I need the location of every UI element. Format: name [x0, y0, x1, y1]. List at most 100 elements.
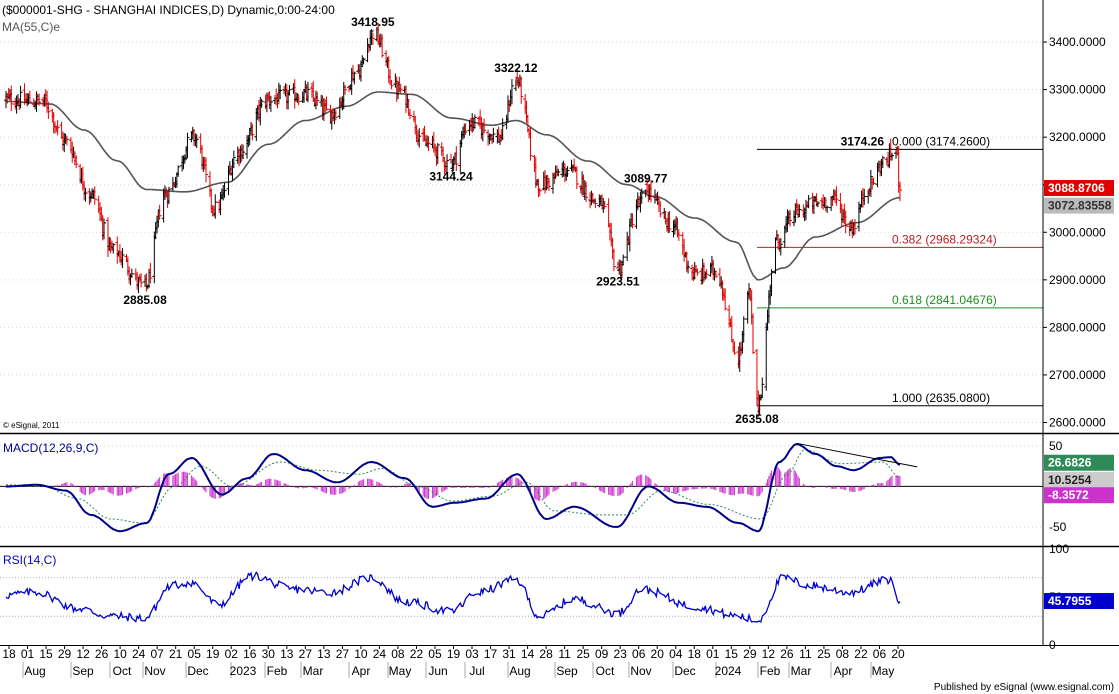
time-tick-label: 17	[484, 647, 498, 661]
price-bar	[491, 127, 496, 143]
price-bar	[398, 83, 403, 94]
time-tick-label: 22	[854, 647, 868, 661]
price-bar	[862, 188, 867, 206]
macd-signal-badge-text: 10.5254	[1048, 473, 1092, 487]
price-bar	[565, 166, 570, 177]
time-tick-label: 29	[743, 647, 757, 661]
rsi-label: RSI(14,C)	[3, 553, 56, 567]
published-text: Published by eSignal (www.esignal.com)	[934, 682, 1114, 693]
price-bar	[311, 81, 316, 102]
price-bar	[695, 268, 700, 276]
price-bar	[713, 270, 718, 279]
value-badges: 3072.83558 3088.8706 10.5254 26.6826 -8.3572…	[1044, 180, 1114, 610]
time-tick-label: 10	[113, 647, 127, 661]
last-price-badge-bg	[1044, 180, 1114, 197]
price-bar	[324, 96, 329, 111]
price-bar	[222, 182, 227, 198]
price-bar	[380, 34, 385, 58]
price-bar	[621, 254, 626, 265]
month-label: 2024	[715, 664, 742, 678]
price-bar	[129, 268, 134, 278]
time-tick-label: 05	[188, 647, 202, 661]
chart-title: ($000001-SHG - SHANGHAI INDICES,D) Dynam…	[2, 3, 335, 17]
price-bar	[203, 157, 208, 183]
price-bar	[880, 155, 885, 169]
last-price-badge-text: 3088.8706	[1048, 181, 1105, 195]
month-label: Aug	[24, 664, 45, 678]
time-tick-label: 07	[150, 647, 164, 661]
price-bar	[773, 237, 778, 274]
time-tick-label: 18	[688, 647, 702, 661]
price-bar	[667, 210, 672, 233]
price-bar	[463, 123, 468, 135]
price-bar	[305, 81, 310, 103]
time-tick-label: 06	[632, 647, 646, 661]
time-tick-label: 12	[762, 647, 776, 661]
month-label: Sep	[556, 664, 578, 678]
price-tick-label: 2600.0000	[1049, 415, 1106, 429]
month-label: Jul	[469, 664, 484, 678]
price-bar	[157, 204, 162, 220]
month-label: 2023	[230, 664, 257, 678]
ma-label: MA(55,C)e	[2, 20, 60, 34]
price-bar	[868, 169, 873, 197]
copyright-text: © eSignal, 2011	[3, 421, 60, 430]
price-bar	[64, 135, 69, 146]
fib-levels: 0.000 (3174.2600) 0.382 (2968.29324) 0.618…	[756, 134, 1043, 407]
price-bar	[509, 79, 514, 105]
price-bar	[417, 128, 422, 148]
price-bar	[778, 237, 783, 256]
time-tick-label: 24	[373, 647, 387, 661]
price-bar	[231, 150, 236, 169]
ma-line	[6, 91, 901, 281]
month-label: Oct	[113, 664, 132, 678]
price-annotation: 3322.12	[494, 61, 538, 75]
month-label: Aug	[509, 664, 530, 678]
price-bar	[676, 229, 681, 241]
price-bar	[890, 152, 895, 161]
rsi-value-badge-bg	[1044, 593, 1114, 610]
month-label: Jun	[428, 664, 447, 678]
price-bar	[370, 31, 375, 46]
price-bar	[519, 76, 524, 104]
time-tick-label: 18	[2, 647, 16, 661]
ma-value-badge-text: 3072.83558	[1048, 199, 1112, 213]
time-tick-label: 27	[299, 647, 313, 661]
month-label: Mar	[791, 664, 812, 678]
price-bar	[649, 180, 654, 203]
time-tick-label: 11	[799, 647, 812, 661]
rsi-value-badge-text: 45.7955	[1048, 594, 1092, 608]
price-tick-label: 3000.0000	[1049, 225, 1106, 239]
time-tick-label: 28	[539, 647, 553, 661]
month-label: Dec	[674, 664, 695, 678]
rsi-tick-label: 0	[1049, 638, 1056, 652]
price-tick-label: 3400.0000	[1049, 35, 1106, 49]
time-tick-label: 22	[410, 647, 424, 661]
price-bar	[426, 136, 431, 152]
axes: 2600.00002700.00002800.00002900.00003000…	[0, 0, 1119, 678]
price-bar	[871, 177, 876, 186]
month-label: Apr	[352, 664, 371, 678]
price-bar	[602, 200, 607, 209]
time-tick-label: 15	[39, 647, 53, 661]
price-bar	[111, 243, 116, 254]
price-bar	[296, 94, 301, 106]
price-bar	[658, 201, 663, 218]
month-label: Feb	[267, 664, 288, 678]
ma-value-badge-bg	[1044, 197, 1114, 214]
price-bar	[27, 90, 32, 104]
fib-label-0.000: 0.000 (3174.2600)	[892, 134, 990, 148]
macd-signal-badge-bg	[1044, 471, 1114, 488]
price-bar	[764, 322, 769, 391]
price-bar	[686, 260, 691, 274]
time-tick-label: 04	[669, 647, 683, 661]
price-bar	[797, 204, 802, 218]
price-bar	[445, 154, 450, 173]
price-annotation: 2635.08	[735, 412, 779, 426]
month-label: Mar	[303, 664, 324, 678]
price-bars	[4, 22, 902, 417]
macd-value-badge: 26.6826	[1044, 454, 1114, 471]
price-bar	[760, 377, 765, 398]
